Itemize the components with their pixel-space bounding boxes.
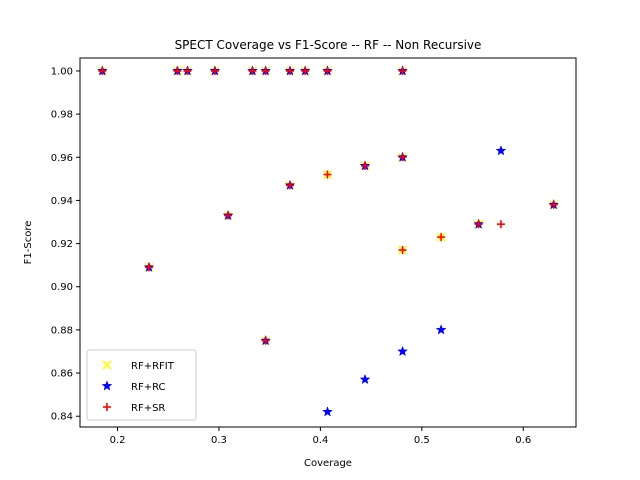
legend-marker	[102, 360, 112, 370]
legend-label: RF+RFIT	[131, 361, 175, 372]
x-tick-label: 0.6	[515, 435, 531, 446]
y-tick-label: 0.96	[51, 153, 73, 164]
data-point	[224, 211, 233, 220]
data-point	[322, 406, 333, 417]
legend: RF+RFIT RF+RC RF+SR	[86, 349, 197, 421]
y-tick-label: 0.92	[51, 239, 73, 250]
data-point	[397, 345, 408, 357]
y-tick-label: 0.86	[51, 369, 73, 380]
data-point	[301, 66, 310, 75]
y-tick-label: 0.88	[51, 325, 73, 336]
data-points	[96, 65, 560, 417]
data-point	[261, 66, 270, 75]
plot-area-frame	[79, 57, 577, 428]
x-tick-label: 0.3	[211, 435, 227, 446]
data-point	[173, 66, 182, 75]
data-point	[359, 373, 371, 385]
y-tick-label: 0.98	[51, 110, 73, 121]
data-point	[323, 170, 332, 179]
y-tick-label: 0.84	[51, 412, 73, 423]
y-axis-ticks: 0.84 0.86 0.88 0.90 0.92 0.94 0.96 0.98 1.00	[51, 66, 80, 423]
data-point	[361, 161, 370, 170]
data-point	[210, 66, 219, 75]
legend-marker	[101, 380, 113, 391]
y-tick-label: 0.90	[51, 282, 73, 293]
data-point	[183, 66, 192, 75]
x-tick-label: 0.2	[110, 435, 126, 446]
data-point	[398, 66, 407, 75]
x-tick-label: 0.5	[414, 435, 430, 446]
series-rf-sr	[98, 66, 558, 345]
legend-box	[86, 349, 197, 421]
chart-title: SPECT Coverage vs F1-Score -- RF -- Non …	[175, 38, 482, 52]
data-point	[285, 181, 294, 190]
data-point	[437, 233, 446, 242]
data-point	[248, 66, 257, 75]
y-tick-label: 1.00	[51, 66, 73, 77]
legend-label: RF+SR	[131, 403, 165, 414]
data-point	[144, 263, 153, 272]
data-point	[549, 200, 558, 209]
x-axis-ticks: 0.2 0.3 0.4 0.5 0.6	[110, 427, 531, 446]
data-point	[98, 66, 107, 75]
y-axis-label: F1-Score	[23, 221, 34, 265]
x-tick-label: 0.4	[312, 435, 328, 446]
data-point	[474, 220, 483, 229]
data-point	[398, 246, 407, 255]
data-point	[495, 145, 507, 156]
y-tick-label: 0.94	[51, 196, 73, 207]
data-point	[496, 220, 505, 229]
data-point	[323, 66, 332, 75]
legend-marker	[103, 403, 111, 411]
data-point	[261, 336, 270, 345]
data-point	[285, 66, 294, 75]
data-point	[435, 324, 447, 335]
legend-label: RF+RC	[131, 382, 166, 393]
data-point	[398, 153, 407, 162]
x-axis-label: Coverage	[304, 458, 352, 469]
